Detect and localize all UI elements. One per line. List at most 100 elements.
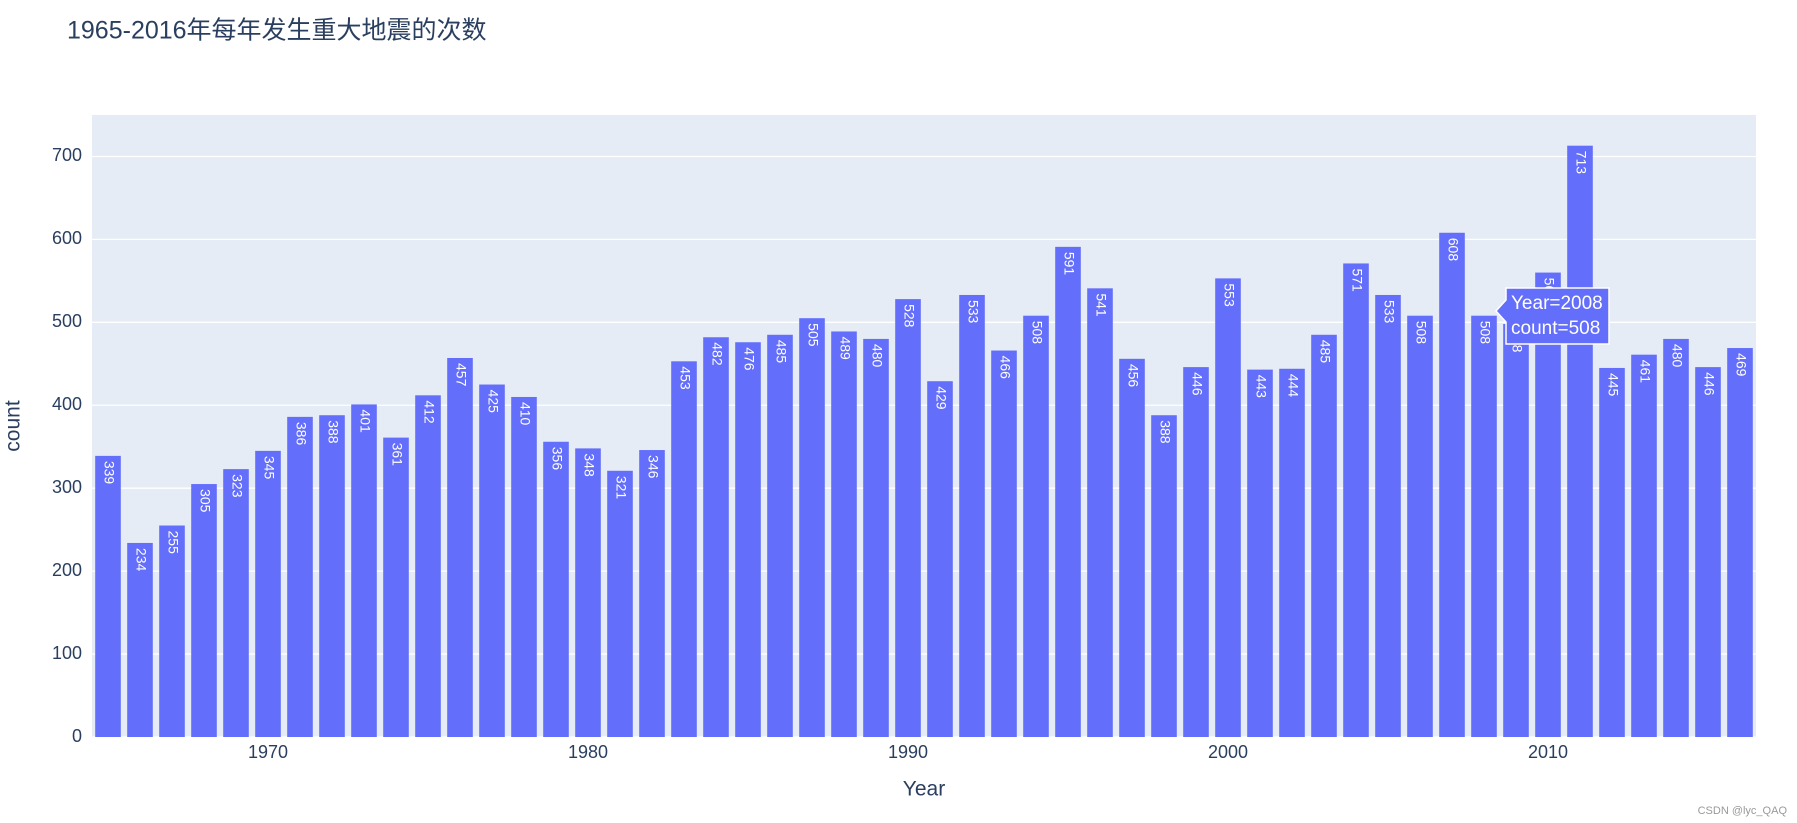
bar xyxy=(255,450,281,737)
bar xyxy=(735,342,761,737)
bar-value-label: 453 xyxy=(677,366,693,390)
bar-value-label: 305 xyxy=(197,489,213,513)
bar-value-label: 425 xyxy=(485,390,501,414)
bar xyxy=(223,469,249,737)
bar-value-label: 339 xyxy=(101,461,117,485)
bar-value-label: 533 xyxy=(1381,300,1397,324)
bar xyxy=(415,395,441,737)
bar xyxy=(1727,348,1753,737)
bar xyxy=(991,350,1017,737)
bar-value-label: 412 xyxy=(421,400,437,424)
bar-value-label: 456 xyxy=(1125,364,1141,388)
bar-value-label: 361 xyxy=(389,443,405,467)
bar-value-label: 356 xyxy=(549,447,565,471)
bar-value-label: 401 xyxy=(357,409,373,433)
x-tick-label: 1990 xyxy=(888,742,928,762)
bar-value-label: 446 xyxy=(1701,372,1717,396)
chart-title: 1965-2016年每年发生重大地震的次数 xyxy=(67,17,487,45)
bar-value-label: 480 xyxy=(869,344,885,368)
bar xyxy=(1503,323,1529,737)
bar-value-label: 508 xyxy=(1029,321,1045,345)
bar xyxy=(1023,315,1049,737)
bar xyxy=(1343,263,1369,737)
bar xyxy=(287,416,313,737)
bar-value-label: 505 xyxy=(805,323,821,347)
y-axis-label: count xyxy=(2,400,25,452)
bar-value-label: 461 xyxy=(1637,360,1653,384)
bar xyxy=(95,455,121,737)
bar xyxy=(191,484,217,737)
bar xyxy=(479,384,505,737)
bar xyxy=(127,542,153,737)
bar-value-label: 528 xyxy=(901,304,917,328)
bar xyxy=(383,437,409,737)
bars: 339 234 255 305 323 345 386 388 401 361 412 457 425 4… xyxy=(95,145,1753,738)
bar xyxy=(543,441,569,737)
tooltip: Year=2008 count=508 xyxy=(1494,287,1610,345)
bar xyxy=(319,415,345,737)
bar-value-label: 445 xyxy=(1605,373,1621,397)
bar-value-label: 508 xyxy=(1413,321,1429,345)
bar-value-label: 321 xyxy=(613,476,629,500)
tooltip-box xyxy=(1494,287,1610,345)
bar xyxy=(1567,145,1593,738)
bar xyxy=(1663,338,1689,737)
bar-value-label: 234 xyxy=(133,548,149,572)
bar-value-label: 571 xyxy=(1349,268,1365,292)
bar-value-label: 388 xyxy=(325,420,341,444)
bar xyxy=(927,381,953,737)
watermark: CSDN @lyc_QAQ xyxy=(1698,805,1788,817)
bar-value-label: 446 xyxy=(1189,372,1205,396)
y-tick-label: 200 xyxy=(52,560,82,580)
bar xyxy=(1471,315,1497,737)
bar xyxy=(895,299,921,737)
bar xyxy=(1087,288,1113,737)
bar-value-label: 485 xyxy=(1317,340,1333,364)
tooltip-line: Year=2008 xyxy=(1511,293,1603,314)
bar-value-label: 457 xyxy=(453,363,469,387)
tooltip-line: count=508 xyxy=(1511,318,1600,339)
bar xyxy=(831,331,857,737)
bar-value-label: 485 xyxy=(773,340,789,364)
bar-value-label: 476 xyxy=(741,347,757,371)
bar-value-label: 591 xyxy=(1061,252,1077,276)
bar xyxy=(575,448,601,737)
bar xyxy=(1439,232,1465,738)
bar xyxy=(1279,368,1305,737)
bar-value-label: 469 xyxy=(1733,353,1749,377)
bar xyxy=(159,525,185,737)
bar xyxy=(1631,354,1657,737)
y-tick-label: 0 xyxy=(72,726,82,746)
bar xyxy=(767,334,793,737)
x-tick-label: 2010 xyxy=(1528,742,1568,762)
bar-value-label: 533 xyxy=(965,300,981,324)
bar xyxy=(1375,294,1401,737)
bar-value-label: 388 xyxy=(1157,420,1173,444)
bar xyxy=(639,450,665,737)
y-tick-label: 300 xyxy=(52,477,82,497)
bar-value-label: 553 xyxy=(1221,283,1237,307)
x-tick-label: 1980 xyxy=(568,742,608,762)
bar xyxy=(511,396,537,737)
bar xyxy=(799,318,825,737)
bar-value-label: 541 xyxy=(1093,293,1109,317)
bar-value-label: 482 xyxy=(709,342,725,366)
bar-value-label: 444 xyxy=(1285,374,1301,398)
y-tick-label: 500 xyxy=(52,311,82,331)
bar-value-label: 443 xyxy=(1253,375,1269,399)
bar xyxy=(1151,415,1177,737)
bar xyxy=(447,357,473,737)
bar-value-label: 429 xyxy=(933,386,949,410)
y-tick-label: 700 xyxy=(52,145,82,165)
bar-value-label: 508 xyxy=(1477,321,1493,345)
bar-value-label: 346 xyxy=(645,455,661,479)
bar xyxy=(671,361,697,737)
bar xyxy=(607,470,633,737)
bar xyxy=(1183,367,1209,737)
bar xyxy=(1311,334,1337,737)
bar-value-label: 713 xyxy=(1573,151,1589,175)
bar xyxy=(703,337,729,737)
bar-value-label: 480 xyxy=(1669,344,1685,368)
bar-value-label: 608 xyxy=(1445,238,1461,262)
